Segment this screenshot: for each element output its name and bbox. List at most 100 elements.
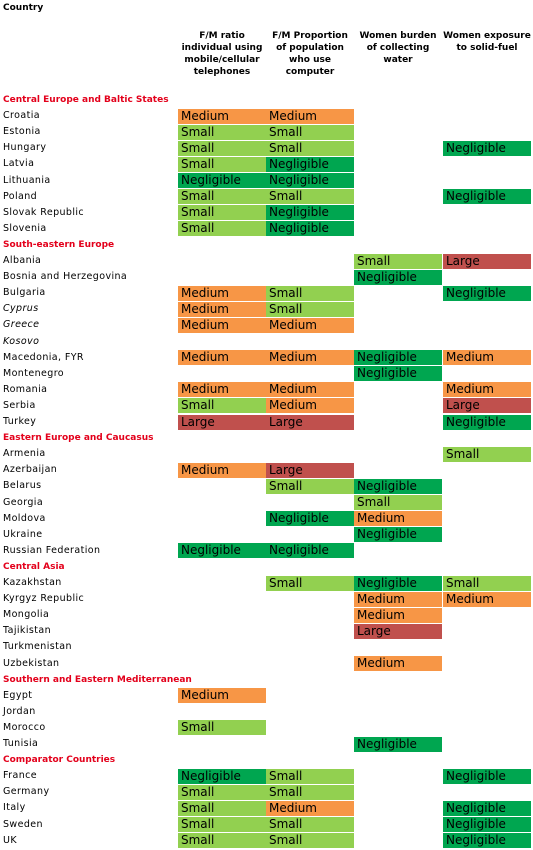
rating-cell: Small	[178, 221, 266, 237]
rating-cell: Medium	[178, 688, 266, 704]
rating-cell: Negligible	[266, 173, 354, 188]
rating-cell: Small	[178, 800, 266, 816]
rating-cell: Small	[266, 784, 354, 800]
rating-cell: Negligible	[354, 527, 442, 543]
country-name: Moldova	[3, 512, 46, 524]
rating-cell: Negligible	[354, 575, 442, 591]
country-name: Kazakhstan	[3, 577, 62, 588]
rating-cell: Negligible	[354, 269, 442, 285]
rating-cell: Small	[178, 398, 266, 414]
section-header: South-eastern Europe	[3, 239, 115, 250]
rating-cell: Small	[443, 446, 531, 462]
rating-cell: Small	[354, 253, 442, 269]
rating-cell: Medium	[354, 607, 442, 623]
rating-cell: Negligible	[443, 833, 531, 849]
country-name: Poland	[3, 190, 38, 202]
rating-cell: Medium	[354, 656, 442, 671]
country-name: Ukraine	[3, 528, 43, 540]
country-name: Sweden	[3, 818, 43, 830]
rating-cell: Large	[266, 414, 354, 430]
country-name: Belarus	[3, 480, 42, 492]
rating-cell: Small	[266, 285, 354, 301]
rating-cell: Medium	[443, 350, 531, 366]
section-header: Central Europe and Baltic States	[3, 95, 169, 105]
column-header: Women burden of collecting water	[359, 31, 437, 65]
rating-cell: Negligible	[443, 817, 531, 832]
rating-cell: Negligible	[178, 543, 266, 559]
rating-cell: Small	[178, 784, 266, 800]
section-header: Eastern Europe and Caucasus	[3, 433, 154, 444]
country-name: France	[3, 770, 37, 782]
rating-cell: Negligible	[354, 366, 442, 382]
rating-cell: Negligible	[443, 768, 531, 784]
rating-cell: Medium	[178, 350, 266, 366]
rating-cell: Negligible	[266, 511, 354, 527]
rating-cell: Medium	[266, 382, 354, 398]
country-name: UK	[3, 834, 17, 846]
country-name: Mongolia	[3, 609, 50, 621]
country-name: Egypt	[3, 689, 33, 701]
rating-cell: Small	[178, 720, 266, 736]
rating-cell: Negligible	[354, 736, 442, 752]
rating-cell: Negligible	[443, 800, 531, 816]
rating-cell: Small	[354, 495, 442, 510]
rating-cell: Small	[443, 575, 531, 591]
rating-cell: Negligible	[443, 285, 531, 301]
country-name: Tunisia	[3, 738, 39, 749]
country-name: Slovenia	[3, 222, 47, 234]
rating-cell: Negligible	[443, 140, 531, 156]
rating-cell: Medium	[354, 511, 442, 527]
rating-cell: Negligible	[354, 350, 442, 366]
rating-cell: Medium	[178, 382, 266, 398]
rating-cell: Small	[266, 124, 354, 140]
country-name: Cyprus	[3, 303, 39, 315]
country-name: Russian Federation	[3, 544, 101, 556]
column-header: F/M Proportion of population who use com…	[272, 31, 348, 77]
country-name: Tajikistan	[3, 625, 51, 637]
country-name: Kosovo	[3, 335, 40, 347]
table-title: Country	[3, 3, 44, 13]
rating-cell: Medium	[178, 108, 266, 124]
rating-cell: Medium	[178, 301, 266, 317]
country-name: Montenegro	[3, 367, 65, 379]
country-name: Italy	[3, 802, 26, 814]
country-name: Lithuania	[3, 174, 51, 186]
rating-cell: Small	[266, 768, 354, 784]
country-name: Morocco	[3, 721, 46, 733]
rating-cell: Large	[266, 462, 354, 478]
country-name: Turkey	[3, 416, 37, 427]
rating-cell: Negligible	[178, 173, 266, 188]
section-header: Southern and Eastern Mediterranean	[3, 674, 192, 685]
country-name: Croatia	[3, 110, 40, 122]
country-name: Albania	[3, 255, 42, 266]
rating-cell: Negligible	[266, 156, 354, 172]
country-name: Bulgaria	[3, 287, 46, 299]
rating-cell: Small	[178, 140, 266, 156]
section-header: Comparator Countries	[3, 755, 116, 766]
rating-cell: Large	[443, 253, 531, 269]
rating-cell: Medium	[178, 285, 266, 301]
rating-cell: Small	[266, 301, 354, 317]
country-name: Latvia	[3, 158, 35, 170]
rating-cell: Negligible	[443, 414, 531, 430]
rating-cell: Small	[178, 189, 266, 205]
country-name: Jordan	[3, 705, 36, 717]
rating-cell: Large	[354, 623, 442, 639]
rating-cell: Medium	[178, 462, 266, 478]
rating-cell: Small	[266, 478, 354, 494]
country-name: Serbia	[3, 399, 36, 411]
column-header: Women exposure to solid-fuel	[443, 31, 531, 53]
rating-cell: Negligible	[266, 543, 354, 559]
country-name: Kyrgyz Republic	[3, 593, 85, 605]
country-name: Slovak Republic	[3, 206, 85, 218]
section-header: Central Asia	[3, 561, 65, 572]
country-name: Azerbaijan	[3, 464, 58, 476]
rating-cell: Medium	[178, 317, 266, 333]
rating-cell: Medium	[443, 382, 531, 398]
rating-cell: Small	[266, 189, 354, 205]
rating-cell: Small	[178, 205, 266, 221]
country-name: Germany	[3, 786, 50, 798]
country-name: Romania	[3, 383, 48, 395]
rating-cell: Medium	[266, 317, 354, 333]
